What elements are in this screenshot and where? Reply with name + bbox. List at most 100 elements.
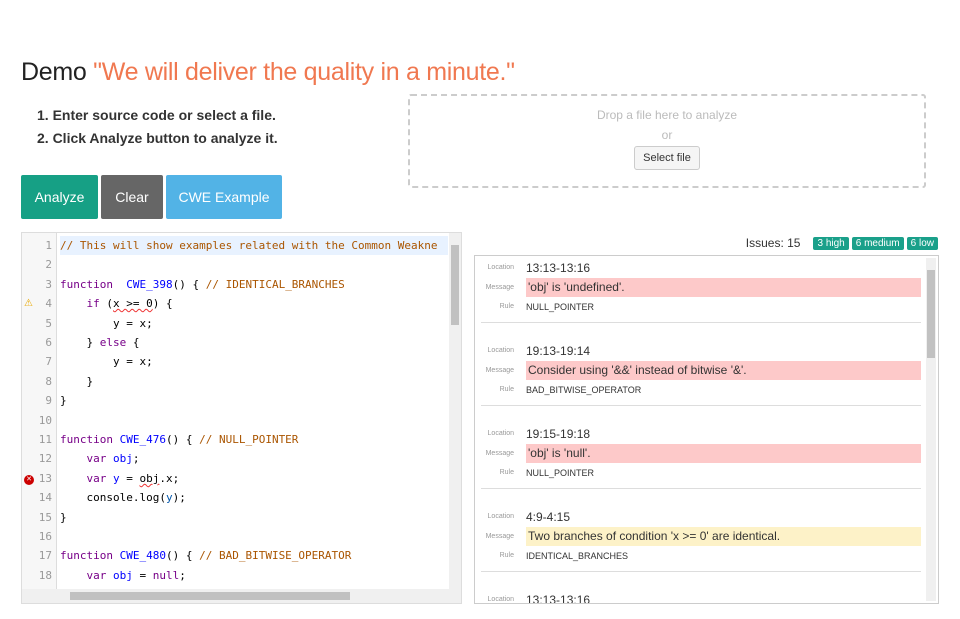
issue-location-row: Location 13:13-13:16 xyxy=(481,258,921,278)
code-line[interactable]: var y = obj.x; xyxy=(60,469,180,488)
code-token: function xyxy=(60,549,113,563)
select-file-button[interactable]: Select file xyxy=(634,146,700,170)
code-token: obj xyxy=(113,568,133,582)
issue-item[interactable]: Location 4:9-4:15 Message Two branches of c… xyxy=(481,507,921,572)
line-number: 9 xyxy=(45,394,52,408)
line-number: 13 xyxy=(38,471,52,485)
step: 1. Enter source code or select a file. xyxy=(37,107,276,123)
code-token: = xyxy=(119,471,140,485)
issue-item[interactable]: Location 19:15-19:18 Message 'obj' is 'null… xyxy=(481,424,921,489)
file-dropzone[interactable]: Drop a file here to analyze or Select fi… xyxy=(408,94,926,188)
issue-item[interactable]: Location 13:13-13:16 Message 'obj' is 'unde… xyxy=(481,258,921,323)
code-token: ); xyxy=(172,491,186,505)
line-number: 18 xyxy=(38,568,52,582)
issue-location-label: Location xyxy=(487,513,514,521)
issues-scrollbar[interactable] xyxy=(926,258,936,601)
issues-summary: Issues: 15 3 high 6 medium 6 low xyxy=(746,236,938,250)
line-number: 16 xyxy=(38,530,52,543)
issue-rule: BAD_BITWISE_OPERATOR xyxy=(526,384,642,395)
code-token: y = x; xyxy=(60,355,153,369)
code-line[interactable]: var obj; xyxy=(60,449,140,468)
issue-message-label: Message xyxy=(485,283,514,291)
code-line[interactable]: // This will show examples related with … xyxy=(60,236,448,256)
code-token: else xyxy=(99,336,127,349)
code-token: obj xyxy=(113,452,133,466)
issue-rule: NULL_POINTER xyxy=(526,301,595,312)
warning-icon[interactable]: ⚠ xyxy=(24,298,33,310)
code-token: () { xyxy=(172,277,206,291)
line-number: 17 xyxy=(38,549,52,563)
line-number: 2 xyxy=(45,258,52,272)
code-editor[interactable]: 1 2 3 4 ⚠ 5 6 7 8 9 10 11 12 13 ✕ 14 15 16 17 18 // This wi… xyxy=(21,232,462,604)
code-token: = xyxy=(132,568,153,582)
scroll-thumb[interactable] xyxy=(70,592,350,600)
code-token: // NULL_POINTER xyxy=(199,433,299,446)
code-token: ; xyxy=(179,568,186,582)
code-token: var xyxy=(86,452,107,466)
code-line[interactable]: if (x >= 0) { xyxy=(60,294,173,313)
issue-location-label: Location xyxy=(487,264,514,272)
clear-button[interactable]: Clear xyxy=(101,175,163,219)
issue-message-label: Message xyxy=(485,366,514,374)
code-line[interactable]: function CWE_398() { // IDENTICAL_BRANCH… xyxy=(60,275,345,294)
code-line[interactable]: console.log(y); xyxy=(60,488,186,507)
code-token: } xyxy=(60,374,94,388)
code-line[interactable]: y = x; xyxy=(60,352,153,371)
issue-rule-label: Rule xyxy=(499,469,514,477)
issue-location: 19:13-19:14 xyxy=(526,343,591,358)
cwe-example-button[interactable]: CWE Example xyxy=(166,175,282,219)
code-token: .x; xyxy=(159,471,180,485)
code-line[interactable]: } xyxy=(60,508,67,527)
analyze-button[interactable]: Analyze xyxy=(21,175,98,219)
issue-message-row: Message 'obj' is 'null'. xyxy=(481,443,921,464)
badge-medium: 6 medium xyxy=(851,236,904,250)
code-token: y xyxy=(165,491,173,505)
issue-location-row: Location 4:9-4:15 xyxy=(481,507,921,527)
issue-message-row: Message Consider using '&&' instead of bi… xyxy=(481,360,921,381)
line-number: 4 xyxy=(45,297,52,311)
error-icon[interactable]: ✕ xyxy=(24,469,34,488)
code-line[interactable]: } xyxy=(60,391,67,410)
code-token xyxy=(113,433,120,446)
code-line[interactable]: var obj = null; xyxy=(60,566,186,585)
line-number: 3 xyxy=(45,277,52,291)
issue-rule-label: Rule xyxy=(499,386,514,394)
issue-rule-label: Rule xyxy=(499,303,514,311)
line-number: 15 xyxy=(38,510,52,524)
code-token: var xyxy=(86,471,107,485)
code-line[interactable]: } xyxy=(60,372,93,391)
code-token xyxy=(113,278,126,291)
scroll-thumb[interactable] xyxy=(927,270,935,358)
code-token: // This will show examples related with … xyxy=(60,239,438,252)
line-number: 11 xyxy=(38,433,52,446)
code-token: function xyxy=(60,433,113,446)
code-token: CWE_480 xyxy=(119,549,166,563)
issues-list[interactable]: Location 13:13-13:16 Message 'obj' is 'unde… xyxy=(474,255,939,604)
code-line[interactable]: function CWE_480() { // BAD_BITWISE_OPER… xyxy=(60,546,351,565)
code-line[interactable]: y = x; xyxy=(60,314,153,333)
editor-vertical-scrollbar[interactable] xyxy=(449,233,461,591)
dropzone-or: or xyxy=(661,128,673,142)
code-token xyxy=(106,452,113,465)
code-line[interactable]: function CWE_476() { // NULL_POINTER xyxy=(60,430,298,449)
code-line[interactable]: } else { xyxy=(60,333,139,352)
issue-message-row: Message 'obj' is 'undefined'. xyxy=(481,277,921,298)
code-token xyxy=(60,297,87,310)
issue-location: 13:13-13:16 xyxy=(526,260,591,275)
code-token: () { xyxy=(165,433,200,446)
code-token: console.log( xyxy=(60,491,166,505)
issue-message: 'obj' is 'undefined'. xyxy=(526,277,921,297)
issue-location-row: Location 13:13-13:16 xyxy=(481,590,921,603)
code-token xyxy=(60,452,87,465)
code-token: function xyxy=(60,277,113,291)
title-prefix: Demo xyxy=(21,58,87,86)
scroll-thumb[interactable] xyxy=(451,245,459,325)
issue-location-label: Location xyxy=(487,430,514,438)
line-number: 8 xyxy=(45,374,52,388)
editor-horizontal-scrollbar[interactable] xyxy=(22,589,461,603)
issue-item[interactable]: Location 13:13-13:16 xyxy=(481,590,921,603)
issue-rule-row: Rule NULL_POINTER xyxy=(481,297,921,317)
issue-item[interactable]: Location 19:13-19:14 Message Consider using… xyxy=(481,341,921,406)
code-token: ; xyxy=(132,452,140,466)
code-token xyxy=(60,569,87,582)
